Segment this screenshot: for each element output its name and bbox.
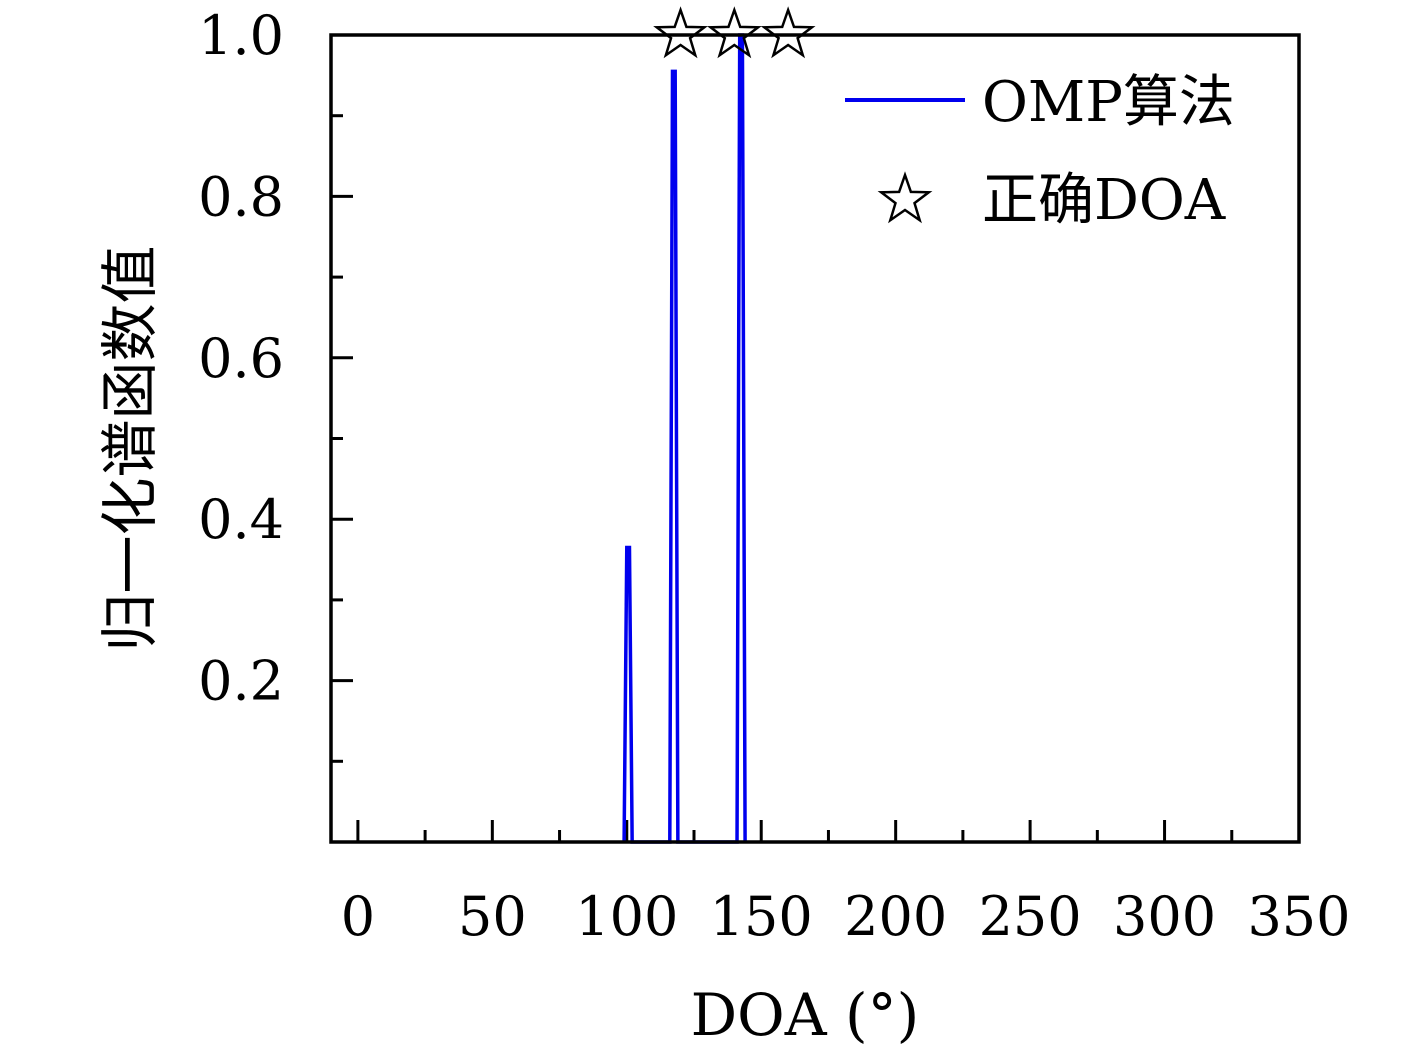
y-tick-label: 0.2 [198,650,284,713]
legend-label-omp: OMP算法 [982,70,1235,135]
x-axis-title: DOA (°) [691,981,920,1049]
true-doa-star-marker [653,6,708,59]
markers-layer [653,6,816,59]
y-tick-label: 1.0 [198,4,284,67]
true-doa-star-marker [706,6,762,59]
legend: OMP算法 正确DOA [845,70,1235,233]
y-tick-label: 0.6 [198,327,284,390]
legend-label-true-doa: 正确DOA [982,168,1226,233]
x-tick-label: 350 [1247,885,1350,948]
omp-series-line [622,33,747,844]
x-tick-label: 0 [341,885,375,948]
plot-data-layer [622,33,747,844]
true-doa-star-marker [760,6,816,59]
x-tick-label: 50 [458,885,527,948]
y-tick-label: 0.4 [198,488,284,551]
y-tick-label: 0.8 [198,165,284,228]
legend-star-icon [877,171,933,224]
x-tick-label: 100 [575,885,678,948]
ticks-layer [331,114,1234,842]
x-tick-label: 150 [710,885,813,948]
x-tick-label: 250 [979,885,1082,948]
x-tick-label: 200 [844,885,947,948]
x-tick-label: 300 [1113,885,1216,948]
y-axis-title: 归一化谱函数值 [96,245,164,651]
plot-frame [329,33,1301,844]
tick-labels-layer: 0 50 100 150 200 250 300 350 0.2 0.4 0.6 0.8 1.0 [198,4,1350,948]
